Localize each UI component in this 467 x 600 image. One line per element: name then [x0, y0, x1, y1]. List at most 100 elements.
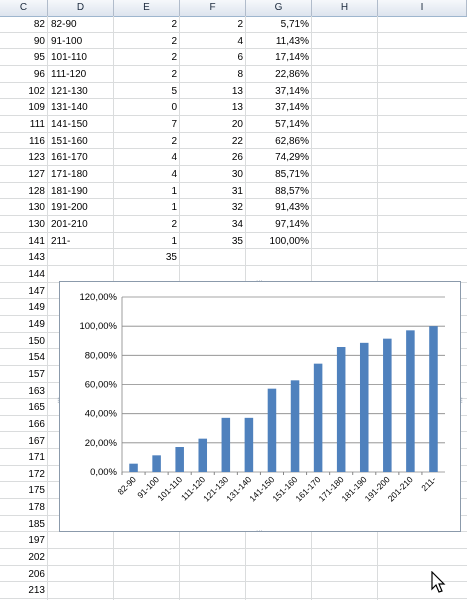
cell-d[interactable]: 211- — [51, 235, 71, 247]
cell-f[interactable] — [180, 567, 243, 583]
cell-d[interactable]: 141-150 — [51, 118, 88, 130]
bar-161-170[interactable] — [313, 363, 323, 472]
bar-211-[interactable] — [429, 326, 438, 472]
bar-201-210[interactable] — [406, 330, 415, 472]
cell-g[interactable]: 97,14% — [275, 218, 309, 230]
cell-d[interactable]: 121-130 — [51, 85, 88, 97]
cell-d[interactable]: 111-120 — [51, 68, 87, 80]
cell-d[interactable] — [51, 567, 113, 583]
cell-c[interactable]: 116 — [29, 135, 45, 147]
cell-c[interactable]: 123 — [28, 152, 45, 164]
cell-g[interactable] — [246, 550, 309, 566]
cell-e[interactable]: 2 — [171, 52, 177, 64]
cell-c[interactable]: 143 — [28, 252, 45, 264]
chart-resize-handle-bottom[interactable]: ∙∙∙ — [256, 526, 263, 535]
bar-121-130[interactable] — [221, 417, 231, 472]
cell-c[interactable]: 149 — [28, 302, 45, 314]
cell-f[interactable]: 20 — [231, 118, 243, 130]
cell-g[interactable] — [246, 533, 309, 549]
cell-d[interactable]: 101-110 — [51, 52, 87, 64]
cell-c[interactable]: 202 — [28, 552, 45, 564]
cell-c[interactable]: 167 — [28, 435, 45, 447]
cell-e[interactable] — [114, 550, 177, 566]
cell-c[interactable]: 166 — [28, 418, 45, 430]
cell-g[interactable]: 62,86% — [275, 135, 309, 147]
cell-d[interactable]: 151-160 — [51, 135, 88, 147]
cell-c[interactable]: 147 — [28, 285, 45, 297]
cell-c[interactable]: 82 — [33, 19, 45, 30]
cell-g[interactable]: 88,57% — [275, 185, 309, 197]
cell-c[interactable]: 141 — [28, 235, 45, 247]
cell-e[interactable]: 35 — [165, 252, 177, 264]
cell-d[interactable]: 161-170 — [51, 152, 88, 164]
cell-e[interactable]: 1 — [171, 235, 177, 247]
cell-d[interactable] — [51, 550, 113, 566]
cell-g[interactable]: 5,71% — [280, 19, 309, 30]
cell-e[interactable]: 7 — [171, 118, 177, 130]
cell-g[interactable]: 17,14% — [275, 52, 309, 64]
cell-c[interactable]: 178 — [28, 502, 45, 514]
bar-151-160[interactable] — [290, 380, 300, 472]
cell-d[interactable]: 201-210 — [51, 218, 88, 230]
cell-c[interactable]: 165 — [28, 402, 45, 414]
bar-131-140[interactable] — [244, 417, 254, 472]
cell-e[interactable]: 1 — [171, 202, 177, 214]
cell-c[interactable]: 150 — [28, 335, 45, 347]
cell-c[interactable]: 130 — [28, 218, 45, 230]
cell-c[interactable]: 213 — [28, 585, 45, 597]
chart-resize-handle-top[interactable]: ∙∙∙ — [256, 276, 263, 285]
cell-e[interactable]: 2 — [171, 35, 177, 47]
cell-c[interactable]: 95 — [33, 52, 45, 64]
cell-e[interactable] — [114, 533, 177, 549]
cell-c[interactable]: 163 — [28, 385, 45, 397]
cell-f[interactable] — [180, 583, 243, 599]
column-header-i[interactable]: I — [378, 0, 467, 16]
bar-181-190[interactable] — [359, 342, 369, 472]
cell-c[interactable]: 109 — [28, 102, 45, 114]
bar-141-150[interactable] — [267, 388, 277, 472]
cell-f[interactable]: 6 — [237, 52, 243, 64]
cell-g[interactable]: 100,00% — [269, 235, 309, 247]
cell-f[interactable]: 2 — [237, 19, 243, 30]
cell-c[interactable]: 197 — [28, 535, 45, 547]
bar-91-100[interactable] — [152, 455, 161, 472]
cell-c[interactable]: 130 — [28, 202, 45, 214]
cell-c[interactable]: 185 — [28, 518, 45, 530]
cell-f[interactable]: 35 — [231, 235, 243, 247]
bar-111-120[interactable] — [198, 438, 208, 472]
cell-d[interactable]: 171-180 — [51, 168, 88, 180]
cumulative-frequency-chart[interactable]: ∙∙∙ ∙∙∙ ⁝ ⁝ 0,00% 20,00% 40,00% 60,00% 80,00… — [57, 277, 463, 535]
cell-c[interactable]: 206 — [28, 568, 45, 580]
cell-e[interactable] — [114, 567, 177, 583]
cell-e[interactable] — [114, 583, 177, 599]
cell-f[interactable]: 31 — [231, 185, 243, 197]
column-header-g[interactable]: G — [246, 0, 312, 16]
cell-g[interactable] — [246, 583, 309, 599]
cell-c[interactable]: 111 — [29, 118, 45, 130]
cell-c[interactable]: 96 — [33, 68, 45, 80]
cell-d[interactable]: 82-90 — [51, 19, 77, 30]
column-header-c[interactable]: C — [0, 0, 48, 16]
column-header-f[interactable]: F — [180, 0, 246, 16]
cell-d[interactable]: 131-140 — [51, 102, 88, 114]
column-header-e[interactable]: E — [114, 0, 180, 16]
chart-resize-handle-right[interactable]: ⁝ — [460, 396, 463, 405]
cell-c[interactable]: 175 — [28, 485, 45, 497]
cell-e[interactable]: 5 — [171, 85, 177, 97]
cell-e[interactable]: 2 — [171, 135, 177, 147]
cell-c[interactable]: 154 — [28, 352, 45, 364]
column-header-h[interactable]: H — [312, 0, 378, 16]
cell-c[interactable]: 90 — [33, 35, 45, 47]
cell-c[interactable]: 144 — [28, 268, 45, 280]
cell-e[interactable]: 2 — [171, 218, 177, 230]
cell-f[interactable]: 32 — [231, 202, 243, 214]
cell-c[interactable]: 102 — [28, 85, 45, 97]
cell-g[interactable]: 37,14% — [275, 102, 309, 114]
cell-e[interactable]: 2 — [171, 68, 177, 80]
cell-g[interactable]: 85,71% — [275, 168, 309, 180]
cell-f[interactable]: 8 — [237, 68, 243, 80]
cell-g[interactable]: 22,86% — [275, 68, 309, 80]
cell-g[interactable]: 11,43% — [275, 35, 309, 47]
cell-e[interactable]: 4 — [171, 168, 177, 180]
cell-f[interactable] — [180, 550, 243, 566]
